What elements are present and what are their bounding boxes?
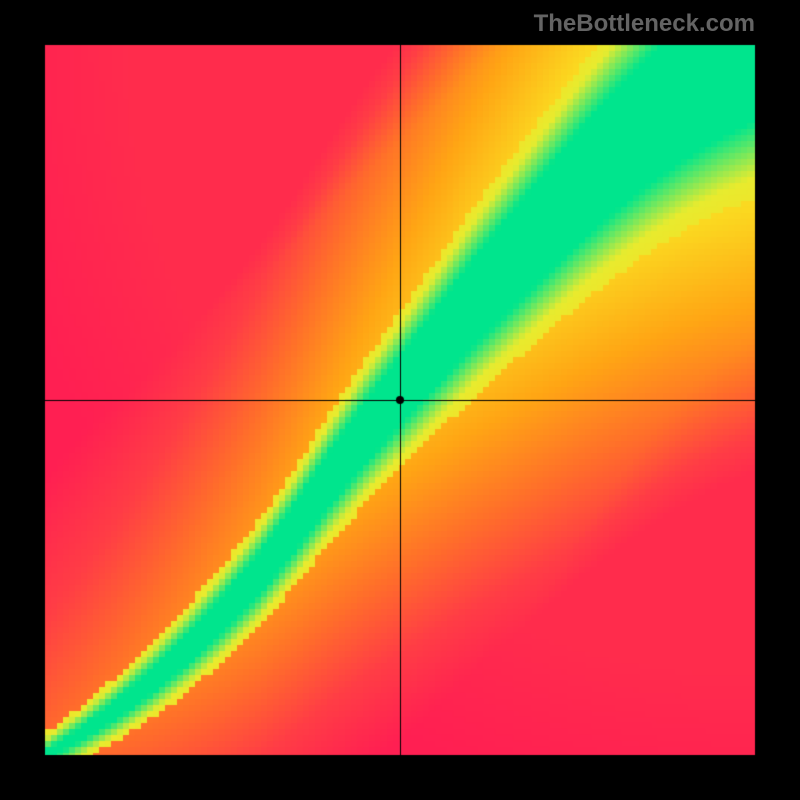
watermark-text: TheBottleneck.com (534, 10, 755, 38)
bottleneck-heatmap-canvas (0, 0, 800, 800)
chart-container: { "chart": { "type": "heatmap", "canvas_… (0, 0, 800, 800)
